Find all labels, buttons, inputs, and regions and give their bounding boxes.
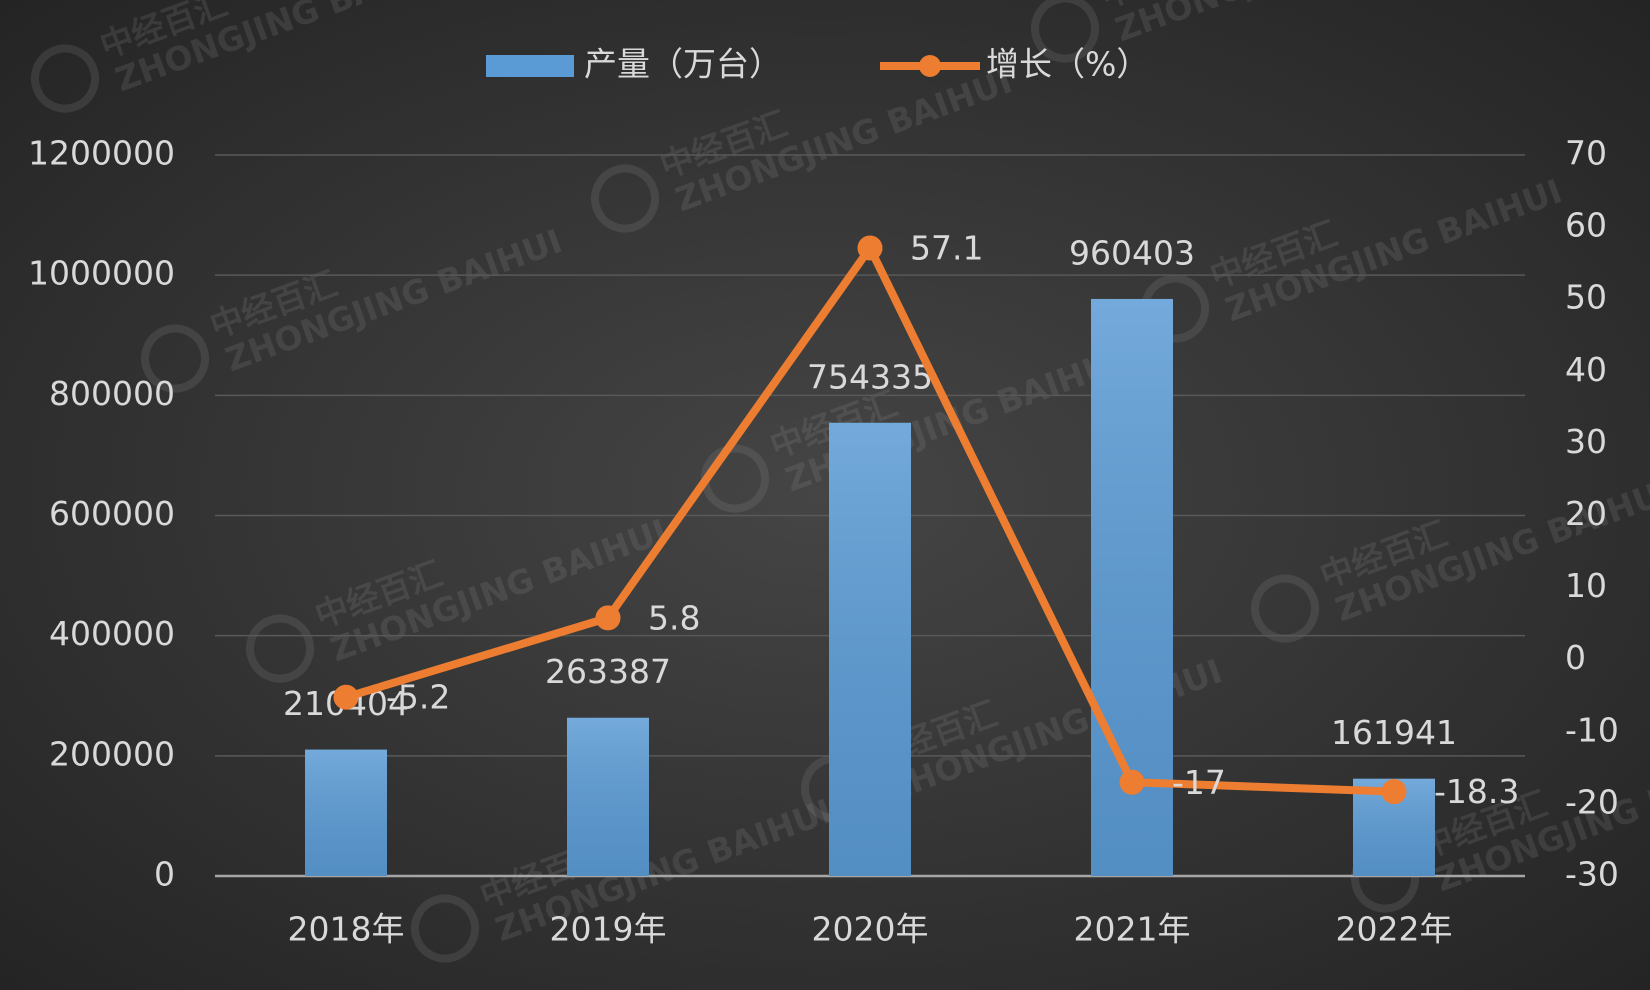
legend-label: 增长（%） bbox=[986, 45, 1149, 84]
line-value-label: -5.2 bbox=[386, 678, 450, 717]
bar-value-label: 960403 bbox=[1069, 233, 1195, 272]
y2-tick-label: 20 bbox=[1565, 494, 1607, 533]
line-value-label: -18.3 bbox=[1434, 772, 1519, 811]
y-tick-label: 600000 bbox=[49, 494, 175, 533]
y2-tick-label: 30 bbox=[1565, 422, 1607, 461]
y2-tick-label: 40 bbox=[1565, 350, 1607, 389]
watermark-logo bbox=[1031, 0, 1100, 63]
watermark-logo bbox=[141, 324, 210, 393]
watermark-logo bbox=[411, 894, 480, 963]
y2-tick-label: 10 bbox=[1565, 566, 1607, 605]
bar-value-label: 754335 bbox=[807, 357, 933, 396]
bar-value-label: 263387 bbox=[545, 652, 671, 691]
y2-tick-label: -10 bbox=[1565, 710, 1619, 749]
y-tick-label: 200000 bbox=[49, 734, 175, 773]
y2-tick-label: -20 bbox=[1565, 782, 1619, 821]
y2-tick-label: -30 bbox=[1565, 855, 1619, 894]
x-tick-label: 2020年 bbox=[812, 910, 929, 949]
line-marker bbox=[595, 605, 621, 631]
bar-shade bbox=[829, 422, 911, 876]
y2-tick-label: 50 bbox=[1565, 278, 1607, 317]
line-marker bbox=[1381, 779, 1407, 805]
line-value-label: 57.1 bbox=[910, 229, 983, 268]
y-tick-label: 0 bbox=[154, 855, 175, 894]
y-tick-label: 1000000 bbox=[28, 254, 175, 293]
legend-label: 产量（万台） bbox=[584, 45, 782, 84]
y2-tick-label: 0 bbox=[1565, 638, 1586, 677]
bar-shade bbox=[305, 749, 387, 876]
watermark-logo bbox=[31, 44, 100, 113]
watermark-logo bbox=[591, 164, 660, 233]
legend-marker bbox=[919, 55, 941, 77]
x-tick-label: 2022年 bbox=[1336, 910, 1453, 949]
plot: 0 200000 400000 600000 800000 1000000 1200000 -… bbox=[28, 45, 1619, 949]
x-tick-label: 2019年 bbox=[550, 910, 667, 949]
legend-swatch bbox=[486, 55, 574, 77]
line-marker bbox=[857, 235, 883, 261]
y2-tick-label: 60 bbox=[1565, 206, 1607, 245]
watermark-logo bbox=[1251, 574, 1320, 643]
y-tick-label: 1200000 bbox=[28, 134, 175, 173]
x-tick-label: 2018年 bbox=[288, 910, 405, 949]
line-marker bbox=[1119, 769, 1145, 795]
y-tick-label: 400000 bbox=[49, 614, 175, 653]
watermark-logo bbox=[246, 614, 315, 683]
bar-shade bbox=[567, 717, 649, 876]
bar-value-label: 161941 bbox=[1331, 713, 1457, 752]
line-value-label: 5.8 bbox=[648, 598, 700, 637]
x-tick-label: 2021年 bbox=[1074, 910, 1191, 949]
y2-tick-label: 70 bbox=[1565, 134, 1607, 173]
line-value-label: -17 bbox=[1172, 763, 1226, 802]
line-marker bbox=[333, 684, 359, 710]
y-tick-label: 800000 bbox=[49, 374, 175, 413]
